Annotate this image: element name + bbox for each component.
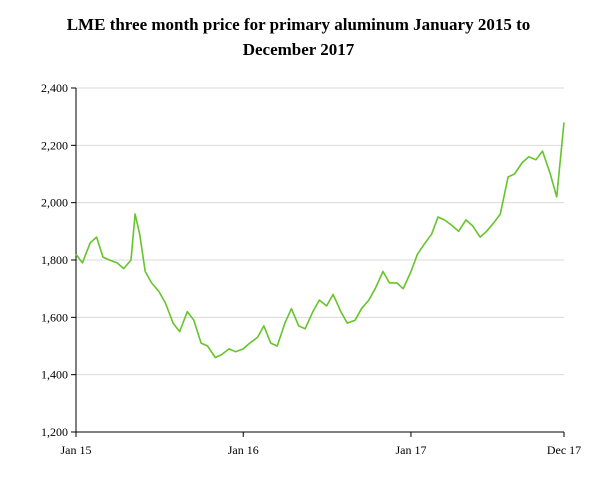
x-tick-label: Dec 17 bbox=[547, 443, 581, 457]
x-tick-label: Jan 16 bbox=[228, 443, 259, 457]
x-tick-label: Jan 17 bbox=[395, 443, 426, 457]
y-tick-label: 1,800 bbox=[41, 253, 68, 267]
gridlines bbox=[76, 87, 564, 376]
y-tick-label: 1,400 bbox=[41, 368, 68, 382]
chart-title-line-1: LME three month price for primary alumin… bbox=[66, 15, 531, 34]
y-tick-label: 2,000 bbox=[41, 196, 68, 210]
chart-title: LME three month price for primary alumin… bbox=[0, 12, 597, 62]
chart-title-line-2: December 2017 bbox=[242, 40, 355, 59]
y-tick-label: 2,400 bbox=[41, 81, 68, 95]
series-group bbox=[75, 122, 565, 359]
series-line-0 bbox=[75, 122, 565, 359]
x-tick-label: Jan 15 bbox=[61, 443, 92, 457]
y-tick-label: 1,200 bbox=[41, 425, 68, 439]
y-tick-label: 1,600 bbox=[41, 310, 68, 324]
y-tick-label: 2,200 bbox=[41, 138, 68, 152]
x-axis-ticks: Jan 15 Jan 16 Jan 17 Dec 17 bbox=[61, 432, 581, 457]
y-axis-ticks: 1,200 1,400 1,600 1,800 2,000 2,200 2,400 bbox=[41, 81, 76, 439]
